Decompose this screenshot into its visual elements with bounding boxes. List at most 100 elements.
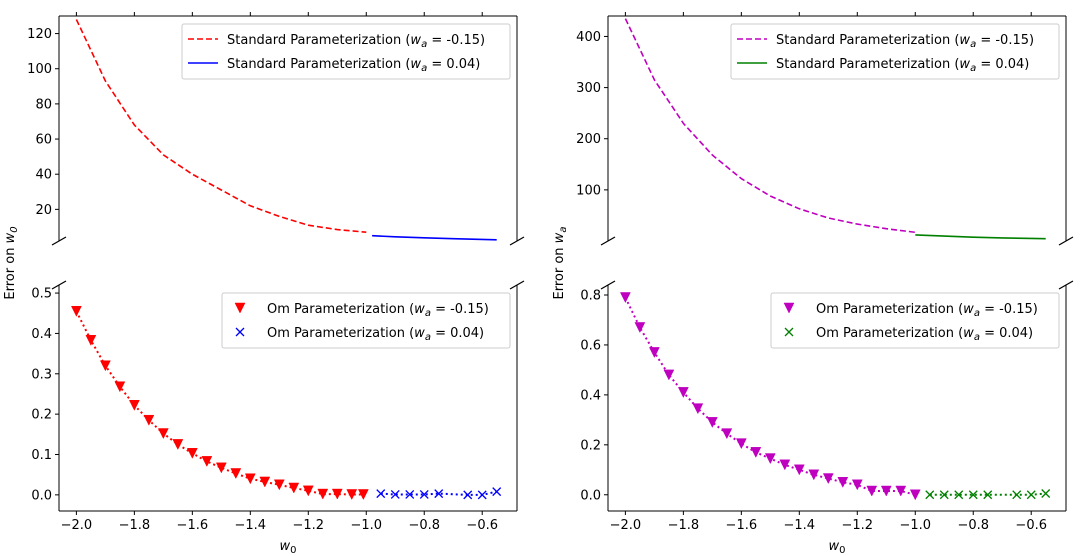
left-bottom-series-0-point-1 [85, 335, 97, 346]
right-bottom-series-1-point-2 [954, 490, 964, 500]
left-bottom-series-1-point-3 [419, 489, 429, 499]
right-bottom-series-0-point-20 [909, 489, 921, 501]
left-bottom-xtick-label-1: −1.8 [119, 518, 151, 533]
left-bottom-series-1-point-0 [376, 489, 386, 499]
left-bottom-series-0-point-18 [331, 488, 343, 500]
left-top-ytick-label-1: 40 [35, 168, 52, 183]
left-bottom-series-0-point-7 [172, 439, 184, 450]
right-top-ylabel: Error on wa [552, 227, 569, 300]
right-bottom-legend-box [770, 292, 1060, 349]
right-top-legend-label-0: Standard Parameterization (wa = -0.15) [776, 33, 1034, 50]
left-bottom-ytick-label-3: 0.3 [31, 367, 52, 382]
left-bottom-xtick-label-5: −1.0 [350, 518, 382, 533]
left-bottom-xtick-label-6: −0.8 [408, 518, 440, 533]
left-bottom-series-0-point-10 [215, 462, 227, 474]
left-bottom-series-0-point-13 [259, 476, 271, 488]
right-bottom-series-1-point-1 [939, 490, 949, 500]
right-bottom-series-1-point-4 [983, 490, 993, 500]
right-bottom-plot [619, 292, 1051, 501]
right-top-ytick-label-2: 300 [576, 81, 601, 96]
right-bottom-series-0-point-19 [895, 485, 907, 497]
right-bottom-series-0-point-9 [750, 447, 762, 458]
left-top-legend: Standard Parameterization (wa = -0.15) St… [181, 23, 511, 80]
left-bottom-ytick-label-0: 0.0 [31, 488, 52, 503]
left-bottom-legend-marker-0 [234, 302, 246, 314]
right-top-break-mark-0 [600, 236, 616, 246]
right-bottom-series-0-point-15 [837, 477, 849, 488]
left-bottom-series-0-point-16 [302, 485, 314, 497]
left-top-ytick-label-4: 100 [27, 62, 52, 77]
right-top-break-mark-1 [1058, 236, 1074, 246]
left-bottom-legend-label-1: Om Parameterization (wa = 0.04) [267, 326, 484, 343]
right-bottom-series-0-point-14 [822, 473, 834, 485]
right-top-legend-box [730, 23, 1060, 80]
right-bottom-xtick-label-3: −1.4 [784, 518, 816, 533]
left-bottom-series-1-point-2 [405, 489, 415, 499]
left-bottom-series-0-dotted-line [75, 310, 364, 496]
left-top-ylabel: Error on w0 [3, 226, 20, 299]
left-top-ytick-label-3: 80 [35, 97, 52, 112]
right-bottom-break-mark-1 [1058, 280, 1074, 290]
left-bottom-series-0-point-17 [317, 488, 329, 500]
right-bottom-series-1-point-0 [925, 490, 935, 500]
left-bottom-series-0-point-11 [230, 468, 242, 480]
left-bottom-series-0-point-3 [114, 381, 126, 393]
right-bottom-legend-marker-1 [784, 327, 794, 337]
left-bottom-xtick-label-4: −1.2 [293, 518, 325, 533]
right-top-ylabel-text: Error on wa [552, 227, 569, 300]
right-bottom-series-0-point-12 [793, 464, 805, 476]
left-bottom-xtick-label-3: −1.4 [235, 518, 267, 533]
left-bottom-series-0-point-6 [157, 428, 169, 440]
right-bottom-xtick-label-7: −0.6 [1015, 518, 1047, 533]
left-bottom-series-0-point-9 [201, 456, 213, 467]
right-top-plot [624, 18, 1046, 240]
right-bottom-series-0-point-13 [808, 469, 820, 481]
right-bottom-xtick-label-5: −1.0 [899, 518, 931, 533]
left-bottom-series-0-point-15 [288, 482, 300, 494]
right-top-series-0-line [624, 18, 916, 234]
right-bottom-xtick-label-0: −2.0 [610, 518, 642, 533]
right-bottom-legend-label-0: Om Parameterization (wa = -0.15) [816, 302, 1038, 319]
left-top-legend-label-1: Standard Parameterization (wa = 0.04) [227, 57, 480, 74]
right-bottom-series-1-point-7 [1041, 489, 1051, 498]
left-bottom-legend-label-0: Om Parameterization (wa = -0.15) [267, 302, 489, 319]
right-bottom-series-0-point-6 [706, 417, 718, 428]
right-bottom-series-0-point-7 [721, 428, 733, 440]
right-bottom-xtick-label-4: −1.2 [842, 518, 874, 533]
right-bottom-ytick-label-4: 0.8 [580, 288, 601, 303]
left-bottom-series-1-point-7 [492, 487, 502, 497]
left-top-plot [75, 19, 497, 241]
right-bottom-series-0-point-10 [764, 453, 776, 465]
left-bottom-legend-marker-1 [235, 327, 245, 337]
left-top-break-mark-0 [51, 236, 67, 246]
left-bottom-series-1-point-5 [463, 490, 473, 500]
right-bottom-ytick-label-3: 0.6 [580, 338, 601, 353]
left-bottom-break-mark-0 [51, 280, 67, 290]
left-bottom-series-0-point-19 [346, 489, 358, 501]
left-bottom-series-0-point-8 [186, 448, 198, 459]
right-bottom-series-0-point-17 [866, 485, 878, 497]
left-top-ytick-label-0: 20 [35, 203, 52, 218]
left-bottom-break-mark-1 [509, 280, 525, 290]
right-top-legend: Standard Parameterization (wa = -0.15) St… [730, 23, 1060, 80]
left-bottom-xtick-label-7: −0.6 [466, 518, 498, 533]
left-bottom-series-0-point-5 [143, 414, 155, 426]
right-bottom-legend: Om Parameterization (wa = -0.15) Om Param… [770, 292, 1060, 349]
right-bottom-series-1-point-6 [1026, 490, 1036, 500]
left-top-ylabel-text: Error on w0 [3, 226, 20, 299]
left-bottom-series-0-point-12 [244, 473, 256, 485]
left-bottom-series-1-point-1 [390, 489, 400, 499]
left-top-series-0-line [75, 19, 367, 233]
right-bottom-series-0-point-4 [677, 387, 689, 398]
right-bottom-xtick-label-1: −1.8 [668, 518, 700, 533]
left-top-ytick-label-5: 120 [27, 27, 52, 42]
right-bottom-xtick-label-2: −1.6 [726, 518, 758, 533]
left-bottom-series-0-point-4 [128, 400, 140, 411]
right-bottom-series-0-point-11 [779, 459, 791, 471]
right-top-ytick-label-0: 100 [576, 183, 601, 198]
left-top-break-mark-1 [509, 236, 525, 246]
right-bottom-series-0-point-0 [619, 292, 631, 304]
left-bottom-series-0-point-20 [357, 489, 369, 501]
right-bottom-series-0-point-18 [880, 485, 892, 497]
